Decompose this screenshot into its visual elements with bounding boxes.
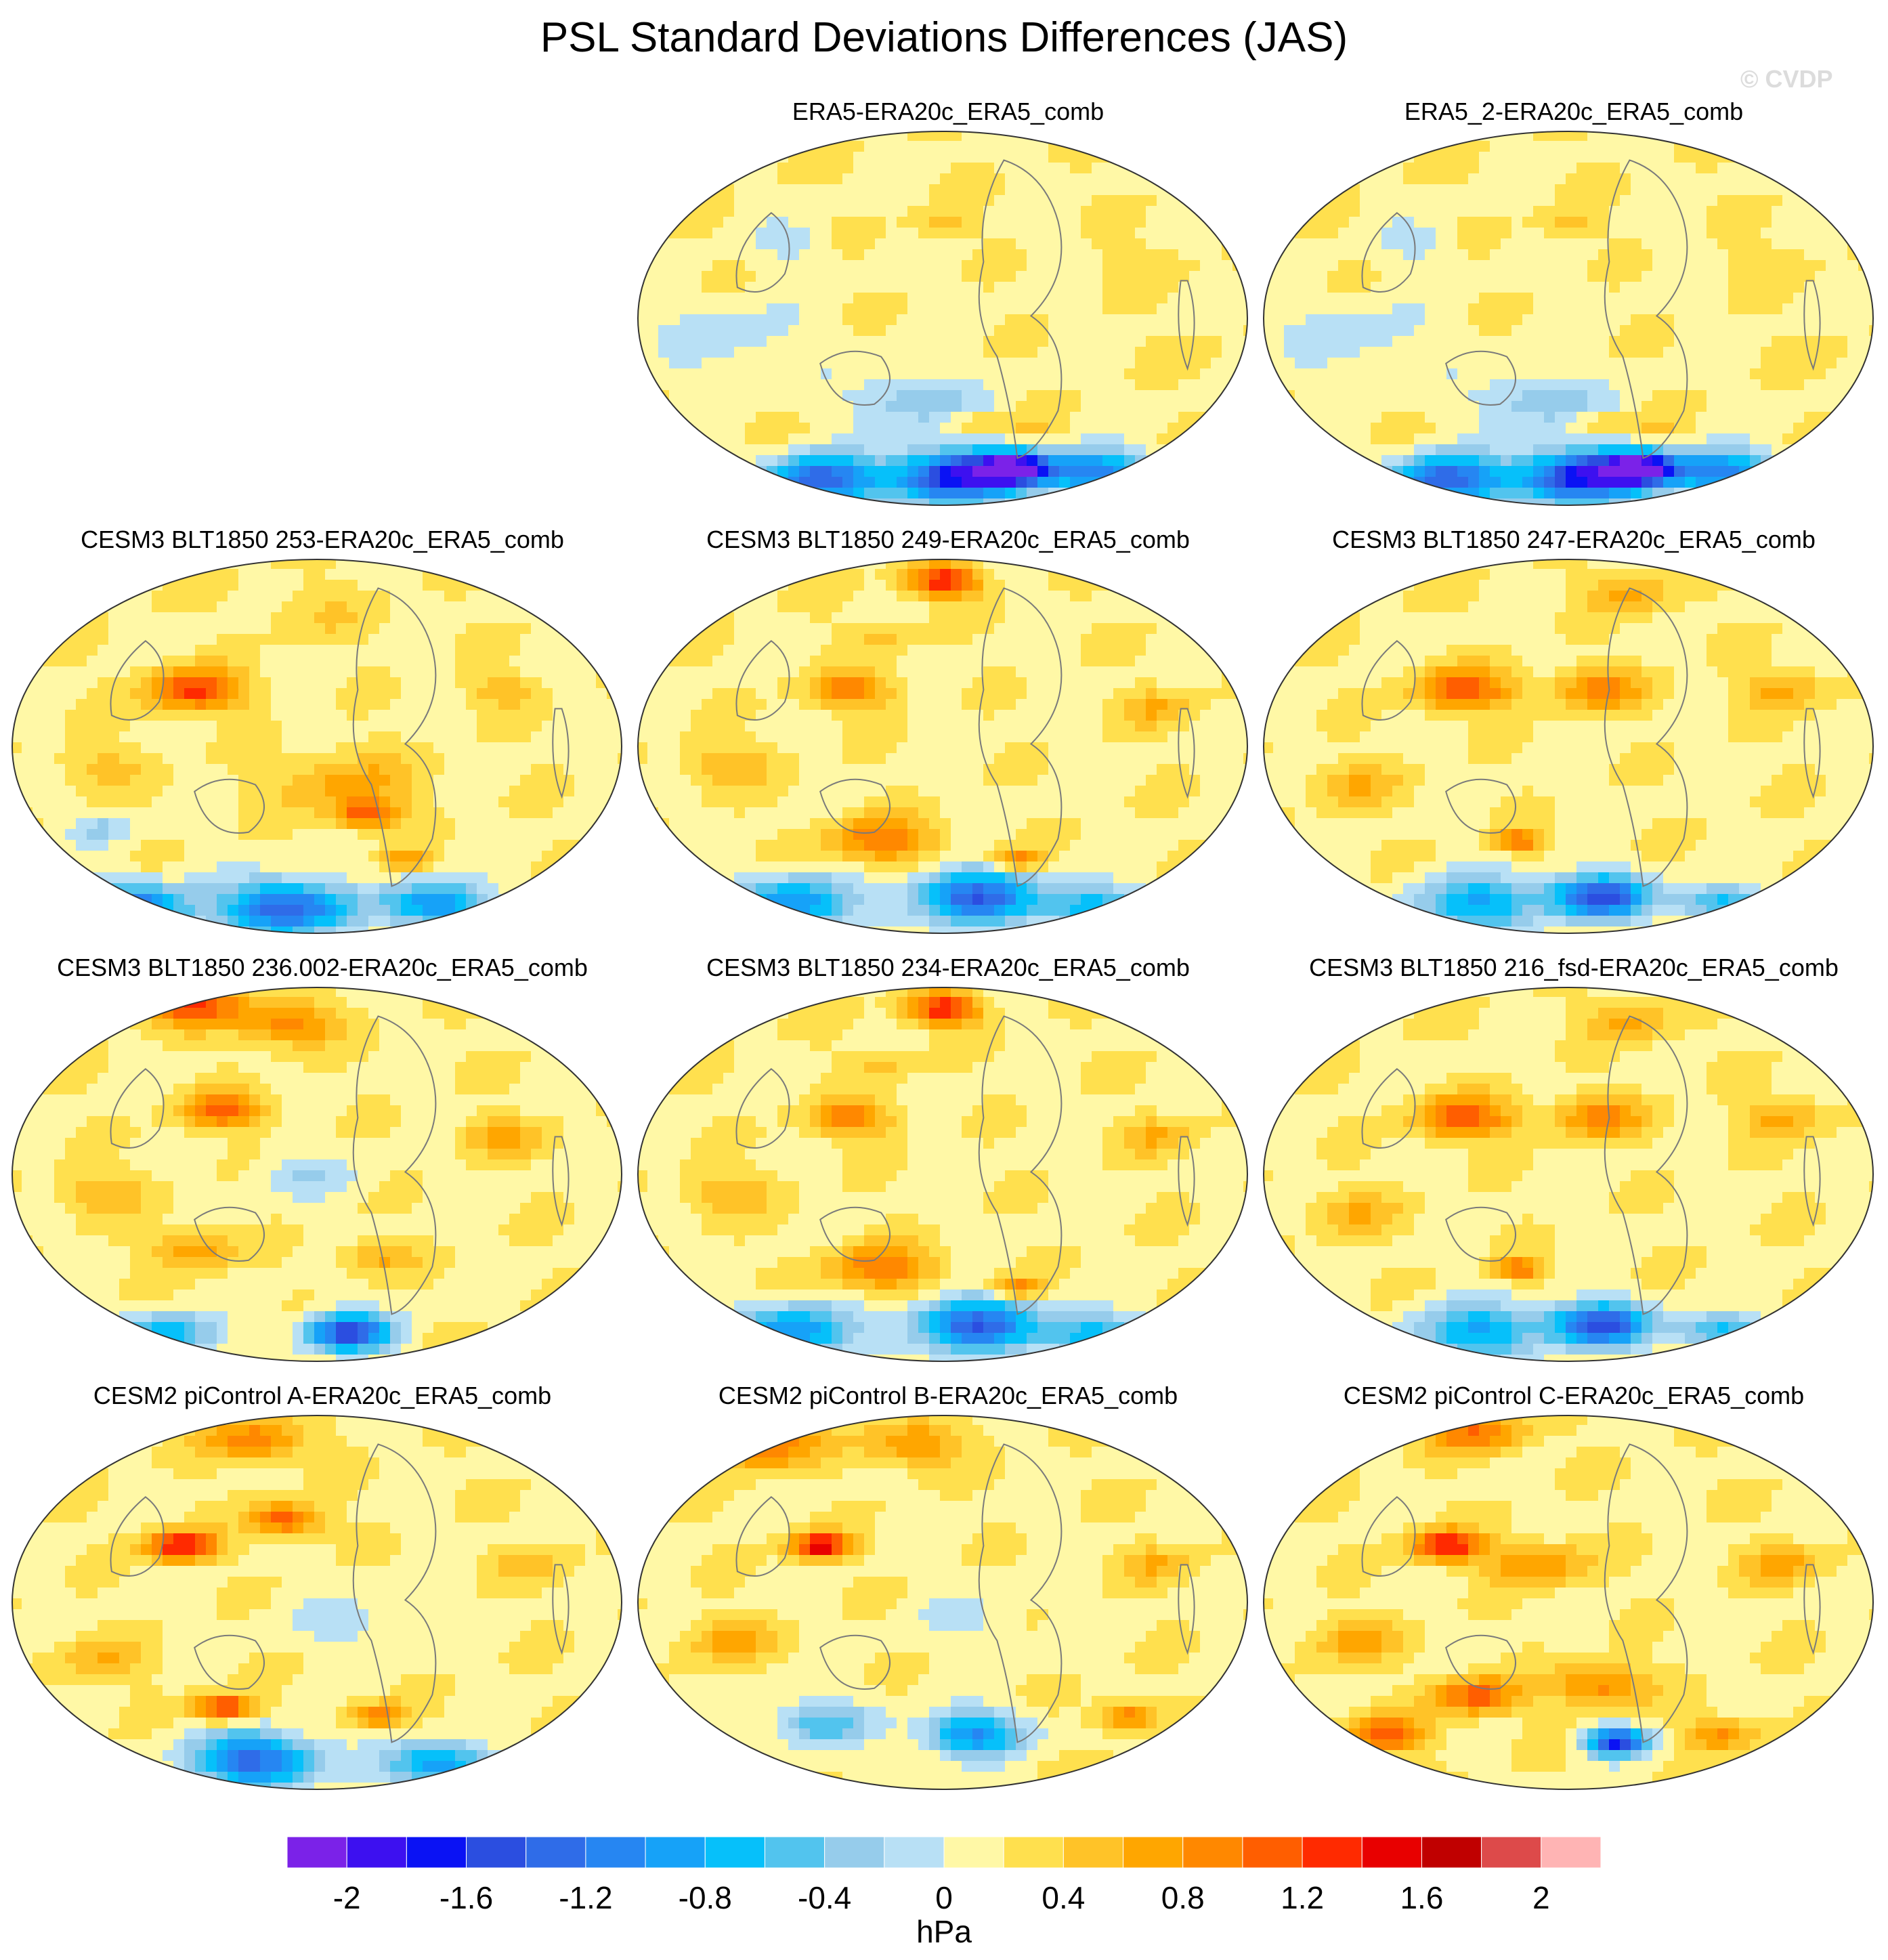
panel-title: CESM3 BLT1850 247-ERA20c_ERA5_comb [1262, 526, 1885, 554]
map-border [637, 131, 1248, 506]
map-border [637, 559, 1248, 934]
colorbar-tick-label: 1.2 [1281, 1880, 1324, 1915]
anomaly-map [12, 987, 622, 1362]
colorbar-tick-label: -1.6 [439, 1880, 493, 1915]
colorbar-tick-label: 0.8 [1161, 1880, 1205, 1915]
map-border [637, 987, 1248, 1362]
coastline [735, 1015, 1195, 1315]
map-panel: CESM2 piControl C-ERA20c_ERA5_comb [1262, 1382, 1885, 1815]
coastline [1361, 159, 1821, 459]
anomaly-map [1263, 559, 1874, 934]
colorbar-swatch [286, 1836, 347, 1869]
colorbar-swatch [585, 1836, 646, 1869]
coastline [735, 159, 1195, 459]
anomaly-map [1263, 131, 1874, 506]
colorbar-swatch [1242, 1836, 1303, 1869]
map-border [12, 987, 622, 1362]
anomaly-map [12, 559, 622, 934]
coastline [1361, 1015, 1821, 1315]
colorbar-tick-label: 0.4 [1042, 1880, 1085, 1915]
colorbar-swatch [1481, 1836, 1542, 1869]
colorbar-swatch [1541, 1836, 1602, 1869]
map-panel: CESM3 BLT1850 247-ERA20c_ERA5_comb [1262, 526, 1885, 959]
map-border [12, 559, 622, 934]
panel-title: CESM3 BLT1850 216_fsd-ERA20c_ERA5_comb [1262, 954, 1885, 982]
panel-title: CESM2 piControl B-ERA20c_ERA5_comb [637, 1382, 1260, 1410]
coastline [735, 587, 1195, 887]
map-border [1263, 559, 1874, 934]
colorbar-swatch [1182, 1836, 1243, 1869]
page-title: PSL Standard Deviations Differences (JAS… [0, 14, 1888, 62]
colorbar-swatch [466, 1836, 527, 1869]
map-panel: ERA5-ERA20c_ERA5_comb [637, 98, 1260, 531]
colorbar-swatch [1421, 1836, 1482, 1869]
colorbar-swatch [704, 1836, 765, 1869]
colorbar-swatch [525, 1836, 586, 1869]
map-panel: CESM3 BLT1850 249-ERA20c_ERA5_comb [637, 526, 1260, 959]
watermark: © CVDP [1740, 65, 1833, 93]
colorbar-swatch [1063, 1836, 1124, 1869]
map-border [1263, 131, 1874, 506]
colorbar-swatch [1003, 1836, 1064, 1869]
colorbar-tick-label: -1.2 [559, 1880, 612, 1915]
panel-title: ERA5-ERA20c_ERA5_comb [637, 98, 1260, 126]
coastline [110, 587, 570, 887]
colorbar-tick-label: -2 [333, 1880, 361, 1915]
colorbar-swatch [764, 1836, 825, 1869]
anomaly-map [637, 1415, 1248, 1790]
map-border [1263, 1415, 1874, 1790]
colorbar-swatch [884, 1836, 945, 1869]
colorbar-swatch [1302, 1836, 1363, 1869]
anomaly-map [637, 559, 1248, 934]
colorbar-tick-label: -0.4 [798, 1880, 851, 1915]
colorbar-swatch [346, 1836, 407, 1869]
map-border [12, 1415, 622, 1790]
panel-title: CESM3 BLT1850 249-ERA20c_ERA5_comb [637, 526, 1260, 554]
map-panel: CESM3 BLT1850 234-ERA20c_ERA5_comb [637, 954, 1260, 1387]
map-panel: CESM2 piControl A-ERA20c_ERA5_comb [11, 1382, 634, 1815]
panel-title: CESM3 BLT1850 236.002-ERA20c_ERA5_comb [11, 954, 634, 982]
panel-title: CESM2 piControl C-ERA20c_ERA5_comb [1262, 1382, 1885, 1410]
map-border [1263, 987, 1874, 1362]
panel-title: ERA5_2-ERA20c_ERA5_comb [1262, 98, 1885, 126]
coastline [1361, 587, 1821, 887]
colorbar-swatch [824, 1836, 885, 1869]
map-panel: ERA5_2-ERA20c_ERA5_comb [1262, 98, 1885, 531]
map-panel: CESM3 BLT1850 216_fsd-ERA20c_ERA5_comb [1262, 954, 1885, 1387]
anomaly-map [12, 1415, 622, 1790]
colorbar-swatch [645, 1836, 706, 1869]
anomaly-map [637, 987, 1248, 1362]
anomaly-map [1263, 1415, 1874, 1790]
coastline [735, 1443, 1195, 1743]
colorbar-tick-label: 0 [935, 1880, 953, 1915]
panel-title: CESM2 piControl A-ERA20c_ERA5_comb [11, 1382, 634, 1410]
map-panel: CESM3 BLT1850 253-ERA20c_ERA5_comb [11, 526, 634, 959]
anomaly-map [1263, 987, 1874, 1362]
panel-title: CESM3 BLT1850 253-ERA20c_ERA5_comb [11, 526, 634, 554]
panel-title: CESM3 BLT1850 234-ERA20c_ERA5_comb [637, 954, 1260, 982]
coastline [110, 1015, 570, 1315]
colorbar-tick-label: 2 [1532, 1880, 1550, 1915]
coastline [110, 1443, 570, 1743]
map-border [637, 1415, 1248, 1790]
anomaly-map [637, 131, 1248, 506]
colorbar-swatch [943, 1836, 1004, 1869]
colorbar-swatch [406, 1836, 467, 1869]
colorbar-swatch [1123, 1836, 1184, 1869]
coastline [1361, 1443, 1821, 1743]
colorbar-tick-label: 1.6 [1400, 1880, 1443, 1915]
colorbar-unit: hPa [916, 1914, 972, 1949]
map-panel: CESM2 piControl B-ERA20c_ERA5_comb [637, 1382, 1260, 1815]
map-panel: CESM3 BLT1850 236.002-ERA20c_ERA5_comb [11, 954, 634, 1387]
colorbar-swatch [1361, 1836, 1422, 1869]
colorbar-tick-label: -0.8 [679, 1880, 732, 1915]
